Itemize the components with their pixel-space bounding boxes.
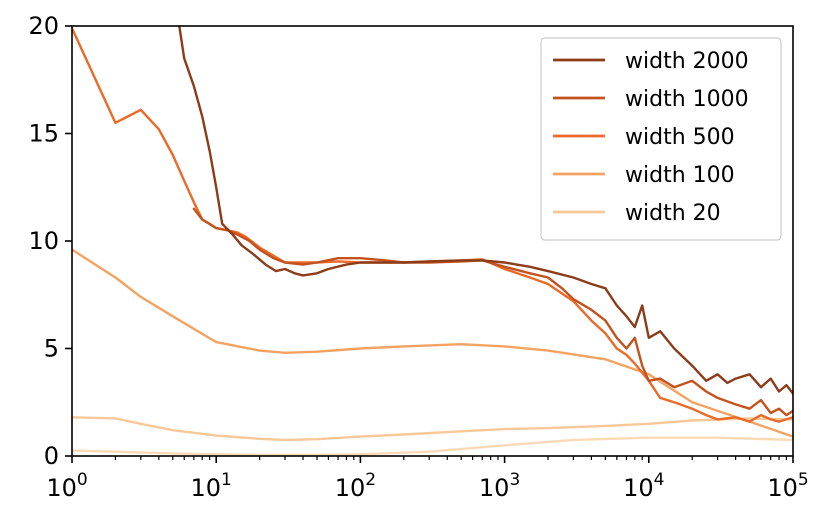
series-line-3 [72, 248, 793, 438]
legend-label: width 100 [625, 163, 735, 188]
x-axis: 100 101 102 103 104 105 [46, 456, 809, 502]
legend-label: width 500 [625, 125, 735, 150]
y-tick-label: 0 [44, 442, 59, 470]
series-line-0 [178, 26, 793, 395]
x-tick-label: 101 [191, 470, 232, 502]
x-tick-label: 103 [479, 470, 520, 502]
legend-label: width 1000 [625, 87, 749, 112]
x-tick-label: 102 [335, 470, 376, 502]
x-tick-label: 104 [623, 470, 664, 502]
y-tick-label: 5 [44, 335, 59, 363]
plot-lines [72, 26, 793, 456]
x-tick-label: 105 [767, 470, 808, 502]
y-tick-label: 10 [28, 227, 59, 255]
legend-label: width 20 [625, 201, 721, 226]
legend-box [540, 37, 782, 241]
y-tick-label: 20 [28, 12, 59, 40]
legend-label: width 2000 [625, 49, 749, 74]
y-tick-label: 15 [28, 120, 59, 148]
x-tick-label: 100 [46, 470, 87, 502]
series-line-4 [72, 416, 793, 442]
series-line-1 [192, 207, 793, 417]
y-axis: 0 5 10 15 20 [28, 12, 72, 470]
series-line-5 [72, 436, 793, 456]
legend: width 2000 width 1000 width 500 width 100 wi… [540, 37, 782, 241]
